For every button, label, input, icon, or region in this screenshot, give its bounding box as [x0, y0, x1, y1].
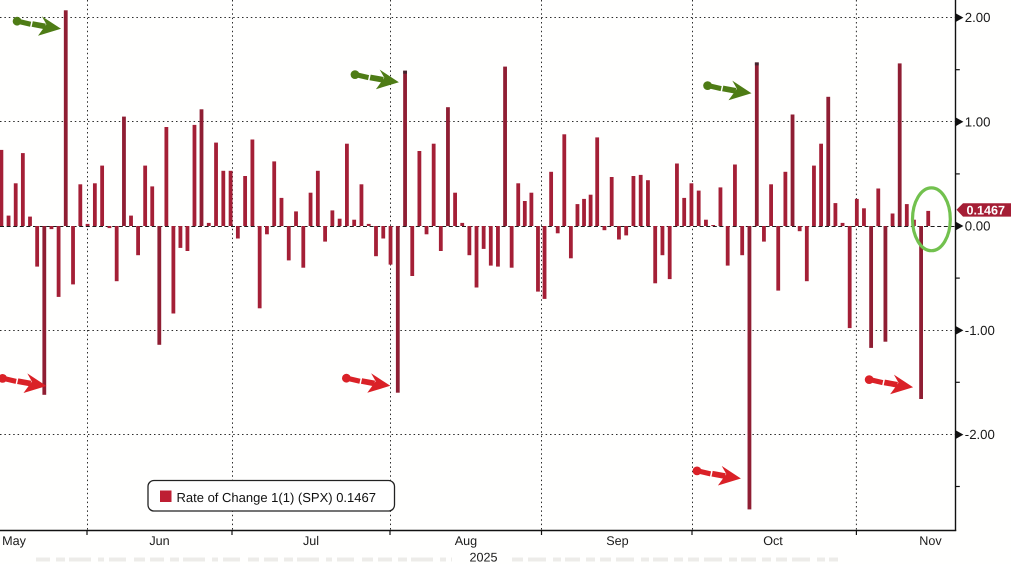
svg-text:1.00: 1.00 — [965, 114, 991, 129]
svg-text:2.00: 2.00 — [965, 10, 991, 25]
svg-text:0.1467: 0.1467 — [967, 203, 1006, 217]
svg-text:2025: 2025 — [469, 551, 497, 564]
svg-text:Oct: Oct — [763, 534, 783, 548]
svg-text:Jul: Jul — [303, 534, 319, 548]
svg-text:May: May — [2, 534, 26, 548]
svg-text:0.00: 0.00 — [965, 219, 991, 234]
svg-text:Aug: Aug — [455, 534, 477, 548]
svg-text:-2.00: -2.00 — [965, 427, 995, 442]
svg-text:-1.00: -1.00 — [965, 323, 995, 338]
svg-text:Sep: Sep — [606, 534, 628, 548]
svg-text:Jun: Jun — [149, 534, 169, 548]
svg-text:Nov: Nov — [919, 534, 942, 548]
svg-text:Rate of Change 1(1) (SPX) 0.1: Rate of Change 1(1) (SPX) 0.1467 — [177, 490, 376, 505]
